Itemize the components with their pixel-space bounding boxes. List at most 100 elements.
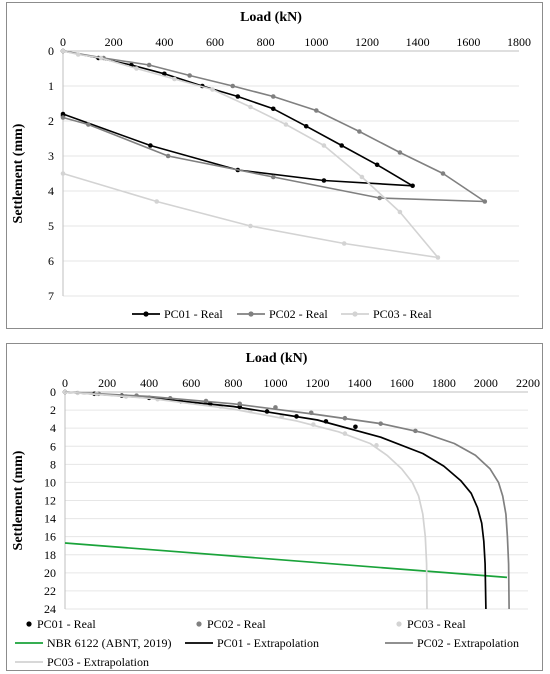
data-point-pc03-real [98,55,104,61]
data-point-pc03-real [248,104,253,110]
x-tick-label: 200 [98,376,116,390]
x-tick-label: 1000 [304,35,328,49]
x-tick-label: 800 [224,376,242,390]
data-point-pc01-real [270,106,276,112]
series-line-nbr-6122-abnt-2019 [64,542,508,579]
data-point-pc03-real [172,76,177,82]
legend-label-nbr-6122-abnt-2019: NBR 6122 (ABNT, 2019) [47,636,171,650]
data-point-pc03-real [397,209,403,215]
data-point-pc02-real [60,115,66,120]
data-point-pc01-real [410,183,415,189]
y-tick-label: 4 [48,184,54,198]
x-tick-label: 0 [62,376,68,390]
y-tick-label: 18 [44,548,56,562]
data-point-pc02-real [270,174,276,180]
plot-area [62,389,510,610]
data-point-pc02-real [377,195,382,201]
x-tick-label: 0 [60,35,66,49]
y-tick-label: 7 [48,289,54,303]
data-point-pc02-real [440,171,446,176]
chart-svg-bottom: 0 200 400 600 800 1000 1200 1400 1600 1800 2000 220… [11,351,540,669]
data-point-pc02-real [357,129,362,134]
y-tick-label: 8 [50,457,56,471]
legend-label-pc02-extrapolation: PC02 - Extrapolation [417,636,519,650]
series-line-pc02-real [62,50,486,203]
legend-marker-pc03-real [396,621,402,627]
y-tick-label: 0 [50,385,56,399]
y-tick-label: 0 [48,44,54,58]
chart-panel-top: 0 200 400 600 800 1000 1200 1400 1600 1800 0 1 2 3 4 5 6… [6,2,543,329]
plot-area [60,48,488,260]
data-point-pc03-real [435,255,441,260]
data-point-pc03-real [359,174,365,180]
x-tick-label: 2200 [516,376,540,390]
legend-label-pc01-real: PC01 - Real [164,307,223,321]
x-tick-label: 600 [182,376,200,390]
x-tick-label: 600 [206,35,224,49]
y-tick-label: 24 [44,602,56,616]
y-tick-label: 6 [48,254,54,268]
data-point-pc01-real [339,143,344,148]
x-tick-label: 1800 [507,35,531,49]
y-tick-label: 2 [50,403,56,417]
chart-panel-bottom: 0 200 400 600 800 1000 1200 1400 1600 1800 2000 220… [6,343,543,671]
data-point-pc01-real [321,178,327,183]
legend: PC01 - Real PC02 - Real PC03 - Real NBR 612… [15,617,519,669]
x-axis-title: Load (kN) [240,10,302,25]
data-point-pc01-real [353,424,358,430]
data-point-pc01-real [374,162,380,168]
series-line-pc02-extrapolation [64,391,510,610]
series-line-pc01-extrapolation [64,391,487,610]
y-tick-label: 22 [44,584,56,598]
data-point-pc03-real [134,66,139,71]
data-point-pc02-real [314,108,319,113]
y-tick-label: 12 [44,494,56,508]
data-point-pc02-real [86,122,91,127]
chart-svg-top: 0 200 400 600 800 1000 1200 1400 1600 1800 0 1 2 3 4 5 6… [11,10,531,321]
x-tick-label: 1800 [432,376,456,390]
y-tick-label: 6 [50,439,56,453]
x-tick-label: 1600 [456,35,480,49]
legend-label-pc03-real: PC03 - Real [373,307,432,321]
x-tick-label: 1400 [348,376,372,390]
data-point-pc01-real [303,123,309,129]
data-point-pc03-real [321,143,327,148]
legend-label-pc02-real: PC02 - Real [269,307,328,321]
legend-marker-pc02-real [248,311,254,317]
y-axis-title: Settlement (mm) [11,450,26,550]
legend-label-pc01-extrapolation: PC01 - Extrapolation [217,636,319,650]
data-point-pc03-real [341,241,347,246]
x-tick-label: 800 [257,35,275,49]
x-tick-label: 1200 [306,376,330,390]
x-tick-label: 400 [140,376,158,390]
data-point-pc01-real [162,71,167,77]
legend-marker-pc01-real [26,621,32,627]
x-tick-label: 1400 [406,35,430,49]
data-point-pc02-real [230,83,236,89]
data-point-pc03-real [248,223,253,229]
x-tick-label: 1600 [390,376,414,390]
data-point-pc03-real [60,48,66,54]
y-tick-label: 2 [48,114,54,128]
series-line-pc03-extrapolation [64,391,428,610]
legend-marker-pc02-real [196,621,202,627]
data-point-pc03-real [60,171,66,176]
y-tick-label: 1 [48,79,54,93]
legend-marker-pc01-real [143,311,149,317]
data-point-pc01-real [235,94,241,99]
data-point-pc03-real [75,52,81,57]
y-tick-label: 20 [44,566,56,580]
y-tick-label: 14 [44,512,56,526]
data-point-pc01-real [148,143,153,148]
legend-label-pc03-extrapolation: PC03 - Extrapolation [47,655,149,669]
series-line-pc03-real [62,50,439,259]
y-tick-label: 16 [44,530,56,544]
legend: PC01 - Real PC02 - Real PC03 - Real [132,307,432,321]
data-point-pc03-real [154,199,160,204]
data-point-pc02-real [165,153,171,159]
x-tick-label: 1000 [263,376,287,390]
y-axis-title: Settlement (mm) [11,123,26,223]
y-tick-label: 4 [50,421,56,435]
data-point-pc02-real [270,94,276,99]
y-tick-label: 5 [48,219,54,233]
